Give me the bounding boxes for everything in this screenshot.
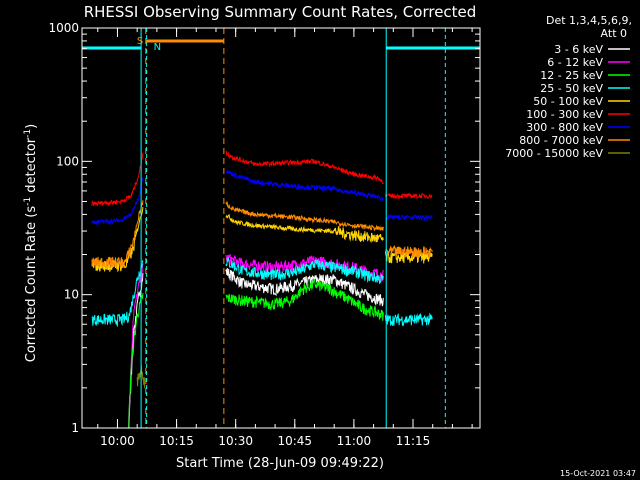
x-tick-label: 10:15 (159, 434, 194, 448)
legend-label: 3 - 6 keV (554, 43, 603, 56)
y-axis-label-mid: detector (24, 137, 39, 197)
x-axis-label: Start Time (28-Jun-09 09:49:22) (176, 456, 384, 471)
series-line-6-seg-2 (385, 214, 433, 222)
series-line-1-seg-0 (127, 263, 144, 428)
chart-title: RHESSI Observing Summary Count Rates, Co… (84, 3, 477, 21)
legend-label: 300 - 800 keV (526, 121, 603, 134)
legend-label: 25 - 50 keV (540, 82, 603, 95)
timestamp: 15-Oct-2021 03:47 (560, 469, 636, 478)
x-tick-label: 10:45 (277, 434, 312, 448)
series-line-2-seg-1 (225, 278, 384, 321)
series-line-3-seg-2 (384, 312, 433, 327)
y-axis-label-end: ) (24, 124, 39, 129)
legend-label: 7000 - 15000 keV (505, 147, 603, 160)
plot-overlays: SN (82, 28, 480, 428)
series-line-4-seg-2 (384, 250, 433, 264)
y-tick-label: 1000 (48, 21, 79, 35)
y-axis-label-sup1: -1 (23, 197, 33, 206)
series-line-7-seg-0 (91, 200, 144, 269)
legend-header-line1: Det 1,3,4,5,6,9, (546, 14, 632, 27)
series-line-3-seg-0 (91, 259, 144, 328)
y-tick-label: 100 (56, 154, 79, 168)
series-line-1-seg-1 (225, 253, 384, 282)
series-line-2-seg-0 (127, 293, 144, 428)
y-axis-label: Corrected Count Rate (s-1 detector-1) (23, 124, 39, 362)
legend-header-line2: Att 0 (601, 27, 627, 40)
series-line-5-seg-0 (91, 152, 144, 207)
svg-text:Corrected Count Rate (s-1 dete: Corrected Count Rate (s-1 detector-1) (23, 124, 39, 362)
series-line-6-seg-0 (91, 177, 144, 226)
series-line-4-seg-1 (225, 213, 384, 244)
legend-label: 12 - 25 keV (540, 69, 603, 82)
y-axis-label-main: Corrected Count Rate (s (24, 206, 39, 363)
legend-label: 6 - 12 keV (547, 56, 603, 69)
y-tick-label: 1 (71, 421, 79, 435)
series-line-6-seg-1 (225, 170, 384, 202)
x-tick-label: 11:15 (396, 434, 431, 448)
x-tick-label: 10:30 (218, 434, 253, 448)
legend-label: 100 - 300 keV (526, 108, 603, 121)
y-tick-label: 10 (64, 288, 79, 302)
y-axis-label-sup2: -1 (23, 129, 33, 138)
series-line-7-seg-1 (225, 201, 384, 232)
axes: 1 10 100 1000 10:00 10:15 10:30 10:45 11:00 11:15 (48, 21, 481, 448)
plot-frame (81, 27, 481, 429)
x-tick-label: 10:00 (100, 434, 135, 448)
series-line-7-seg-2 (384, 244, 433, 258)
series-line-0-seg-0 (128, 273, 144, 428)
night-marker-label: N (154, 42, 161, 53)
series-line-3-seg-1 (225, 257, 384, 284)
legend-label: 800 - 7000 keV (519, 134, 603, 147)
series-line-0-seg-1 (225, 267, 384, 307)
x-tick-label: 11:00 (337, 434, 372, 448)
series-line-5-seg-1 (225, 150, 384, 185)
legend-label: 50 - 100 keV (533, 95, 603, 108)
plot-series (91, 150, 433, 428)
series-line-5-seg-2 (384, 192, 433, 200)
saa-marker-label: S (137, 36, 143, 47)
